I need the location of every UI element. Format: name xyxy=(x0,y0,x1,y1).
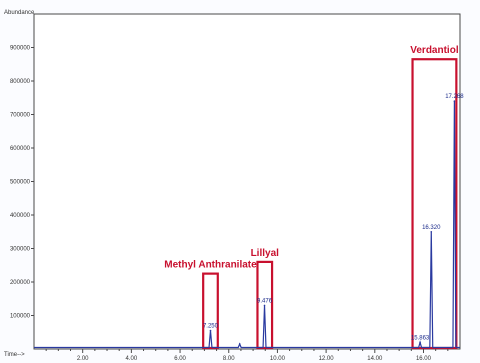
y-axis-label: Abundance xyxy=(4,10,35,16)
peak-point xyxy=(419,341,421,344)
y-tick-label: 700000 xyxy=(10,113,31,119)
y-tick-label: 300000 xyxy=(10,247,31,253)
x-tick-label: 14.00 xyxy=(367,356,383,362)
y-tick-label: 200000 xyxy=(10,280,31,286)
chromatogram-trace xyxy=(34,101,460,349)
peak-point xyxy=(453,100,456,102)
x-tick-label: 6.00 xyxy=(174,356,186,362)
x-axis-label: Time--> xyxy=(4,352,25,358)
annotation-label: Methyl Anthranilate xyxy=(164,260,257,271)
peak-point xyxy=(263,304,266,307)
peak-label: 9.476 xyxy=(257,298,273,304)
peak-label-layer: 7.250 9.476 15.863 16.320 17.268 xyxy=(203,94,464,345)
plot-area xyxy=(33,13,461,350)
peak-label: 15.863 xyxy=(411,335,430,341)
y-tick-label: 100000 xyxy=(10,314,31,320)
x-axis: 2.00 4.00 6.00 8.00 10.00 12.00 14.00 16.00 xyxy=(45,349,449,362)
y-tick-label: 600000 xyxy=(10,146,31,152)
x-tick-label: 16.00 xyxy=(416,356,432,362)
peak-label: 16.320 xyxy=(422,225,441,231)
x-tick-label: 8.00 xyxy=(223,356,235,362)
peak-point xyxy=(238,343,241,345)
annotation-box xyxy=(202,272,219,350)
x-tick-label: 4.00 xyxy=(126,356,138,362)
x-tick-label: 12.00 xyxy=(319,356,335,362)
y-tick-label: 400000 xyxy=(10,213,31,219)
peak-label: 17.268 xyxy=(445,94,464,100)
y-tick-label: 800000 xyxy=(10,79,31,85)
peak-label: 7.250 xyxy=(203,324,219,330)
trace-layer xyxy=(34,101,460,349)
peak-point xyxy=(209,329,212,332)
y-tick-label: 900000 xyxy=(10,46,31,52)
annotation-label: Lillyal xyxy=(251,248,280,259)
x-tick-label: 10.00 xyxy=(270,356,286,362)
x-tick-label: 2.00 xyxy=(77,356,89,362)
y-tick-label: 500000 xyxy=(10,180,31,186)
annotation-box xyxy=(256,260,274,350)
y-axis: 100000 200000 300000 400000 500000 600000 7000… xyxy=(10,46,34,320)
peak-point xyxy=(430,230,433,233)
annotation-label: Verdantiol xyxy=(410,45,459,56)
